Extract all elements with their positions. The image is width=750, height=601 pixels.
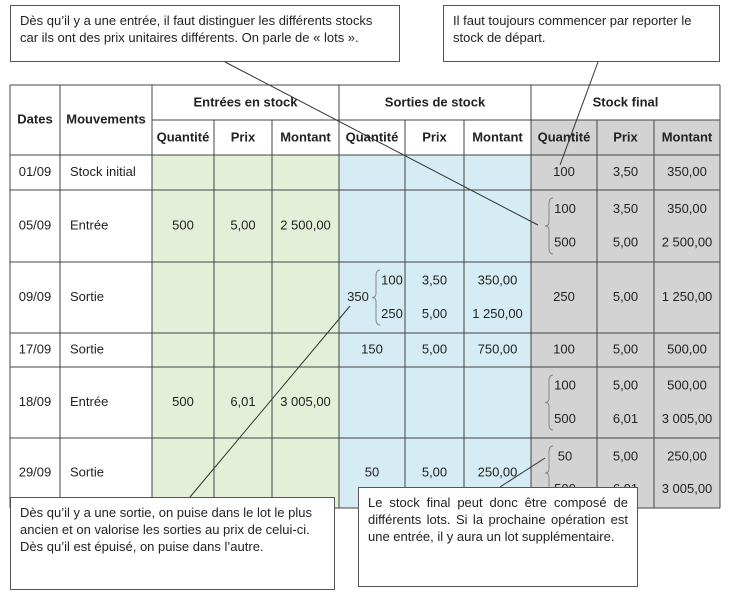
callout-pointers — [189, 61, 599, 498]
cell-date: 05/09 — [19, 217, 52, 232]
cell: 3 005,00 — [662, 411, 713, 426]
cell: 2 500,00 — [662, 235, 713, 250]
cell: 5,00 — [613, 448, 638, 463]
cell-movement: Sortie — [70, 341, 104, 356]
cell: 750,00 — [478, 341, 518, 356]
cell-date: 01/09 — [19, 164, 52, 179]
callout: Le stock final peut donc être composé de… — [358, 487, 638, 587]
sub-header: Montant — [662, 129, 713, 144]
entrees-bg — [152, 155, 339, 508]
cell: 250,00 — [478, 464, 518, 479]
cell-movement: Sortie — [70, 464, 104, 479]
sub-header: Quantité — [346, 129, 399, 144]
cell: 50 — [365, 464, 379, 479]
cell: 6,01 — [230, 394, 255, 409]
sub-header: Quantité — [157, 129, 210, 144]
brace — [544, 374, 554, 431]
sub-header: Montant — [472, 129, 523, 144]
group-header: Stock final — [593, 94, 659, 109]
cell: 500,00 — [667, 341, 707, 356]
cell-date: 29/09 — [19, 464, 52, 479]
cell: 150 — [361, 341, 383, 356]
group-header: Entrées en stock — [193, 94, 298, 109]
cell: 5,00 — [613, 341, 638, 356]
cell: 5,00 — [422, 464, 447, 479]
header: Dates — [17, 111, 52, 126]
sub-header: Prix — [231, 129, 256, 144]
brace — [371, 269, 381, 326]
cell: 2 500,00 — [280, 217, 331, 232]
cell: 100 — [554, 378, 576, 393]
cell-movement: Entrée — [70, 394, 108, 409]
cell: 500 — [554, 411, 576, 426]
cell-date: 18/09 — [19, 394, 52, 409]
callout: Il faut toujours commencer par reporter … — [443, 5, 720, 62]
cell: 5,00 — [613, 378, 638, 393]
cell: 3,50 — [613, 164, 638, 179]
pointer — [559, 61, 599, 166]
cell: 6,01 — [613, 411, 638, 426]
cell: 5,00 — [613, 289, 638, 304]
cell: 500 — [172, 394, 194, 409]
cell: 3,50 — [422, 273, 447, 288]
cell: 3 005,00 — [662, 481, 713, 496]
cell: 5,00 — [422, 306, 447, 321]
cell-movement: Stock initial — [70, 164, 136, 179]
cell: 350,00 — [667, 201, 707, 216]
cell-date: 17/09 — [19, 341, 52, 356]
cell: 3,50 — [613, 201, 638, 216]
cell: 350,00 — [478, 273, 518, 288]
cell: 100 — [554, 201, 576, 216]
cell: 350,00 — [667, 164, 707, 179]
cell: 3 005,00 — [280, 394, 331, 409]
cell: 250,00 — [667, 448, 707, 463]
brace — [544, 197, 554, 255]
header: Mouvements — [66, 111, 145, 126]
callout: Dès qu’il y a une sortie, on puise dans … — [10, 497, 335, 590]
cell: 1 250,00 — [472, 306, 523, 321]
cell: 5,00 — [230, 217, 255, 232]
pointer — [499, 457, 546, 488]
sub-header: Quantité — [538, 129, 591, 144]
sub-header: Prix — [613, 129, 638, 144]
stock-bg — [531, 120, 720, 508]
cell: 100 — [553, 164, 575, 179]
cell: 500,00 — [667, 378, 707, 393]
callout: Dès qu’il y a une entrée, il faut distin… — [10, 5, 400, 62]
pointer — [189, 305, 351, 498]
cell: 500 — [172, 217, 194, 232]
sub-header: Prix — [422, 129, 447, 144]
cell-total: 350 — [347, 289, 369, 304]
cell: 250 — [381, 306, 403, 321]
cell: 1 250,00 — [662, 289, 713, 304]
cell: 100 — [381, 273, 403, 288]
cell-movement: Sortie — [70, 289, 104, 304]
cell: 250 — [553, 289, 575, 304]
cell-movement: Entrée — [70, 217, 108, 232]
cell: 50 — [558, 448, 572, 463]
group-header: Sorties de stock — [385, 94, 486, 109]
sorties-bg — [339, 155, 531, 508]
cell: 500 — [554, 235, 576, 250]
cell: 5,00 — [422, 341, 447, 356]
pointer — [224, 61, 539, 226]
cell: 5,00 — [613, 235, 638, 250]
cell: 100 — [553, 341, 575, 356]
cell-date: 09/09 — [19, 289, 52, 304]
sub-header: Montant — [280, 129, 331, 144]
